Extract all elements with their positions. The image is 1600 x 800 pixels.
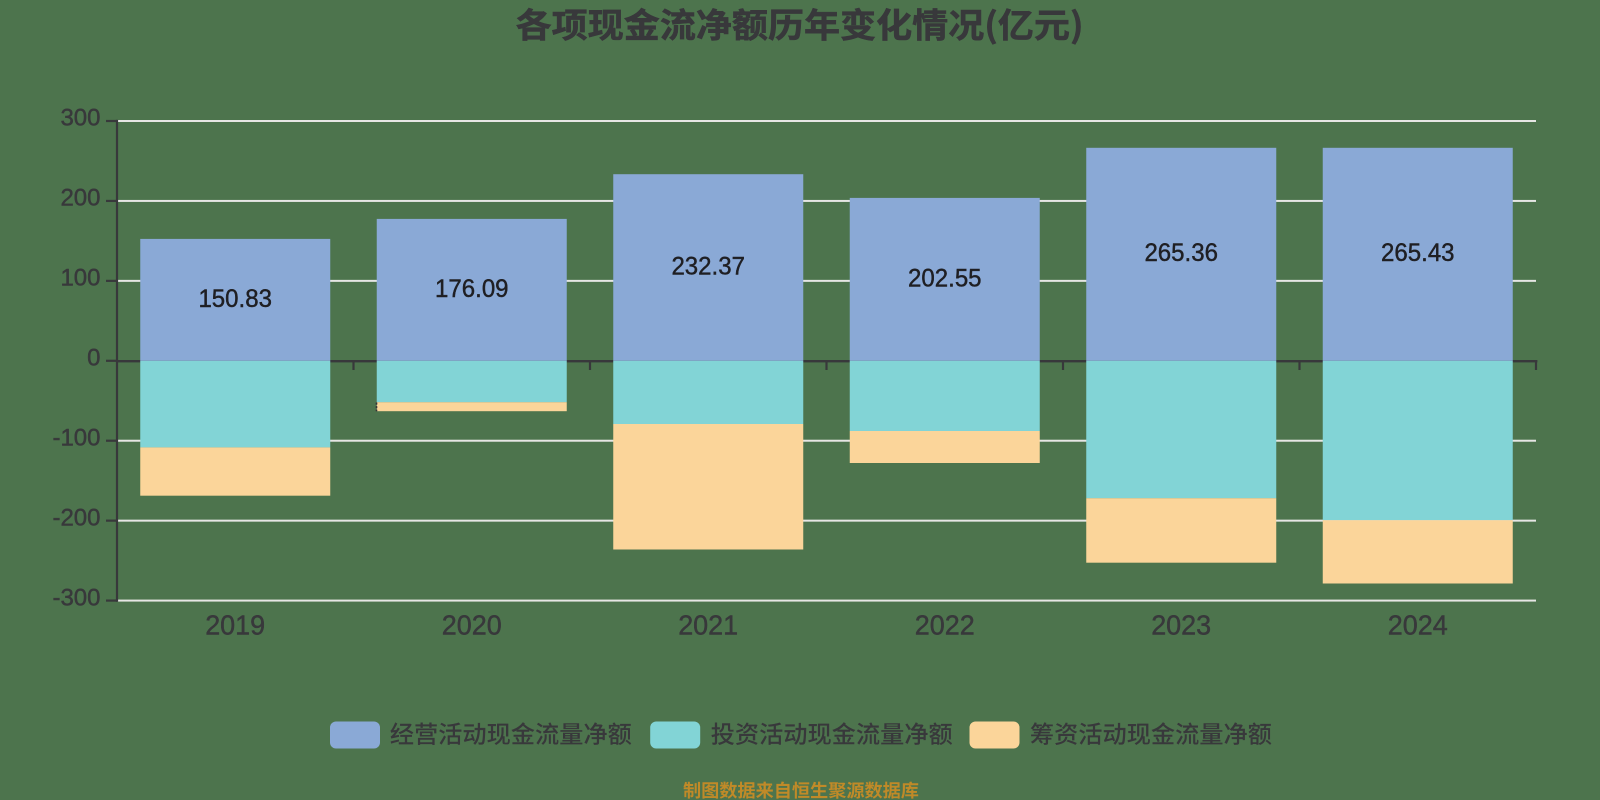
svg-text:-100: -100	[52, 425, 100, 452]
svg-text:2024: 2024	[1388, 610, 1448, 641]
svg-text:300: 300	[60, 105, 100, 132]
svg-text:202.55: 202.55	[908, 264, 982, 292]
svg-text:-300: -300	[52, 584, 100, 611]
svg-text:2019: 2019	[205, 610, 265, 641]
svg-text:0: 0	[87, 345, 100, 372]
svg-text:2020: 2020	[442, 610, 502, 641]
svg-text:265.36: 265.36	[1144, 239, 1218, 267]
svg-text:150.83: 150.83	[198, 285, 272, 313]
svg-text:176.09: 176.09	[435, 275, 509, 303]
svg-text:200: 200	[60, 185, 100, 212]
svg-text:2022: 2022	[915, 610, 975, 641]
svg-text:100: 100	[60, 265, 100, 292]
svg-text:265.43: 265.43	[1381, 239, 1455, 267]
svg-text:2021: 2021	[678, 610, 738, 641]
svg-text:232.37: 232.37	[671, 252, 745, 280]
svg-text:-200: -200	[52, 504, 100, 531]
svg-text:2023: 2023	[1151, 610, 1211, 641]
